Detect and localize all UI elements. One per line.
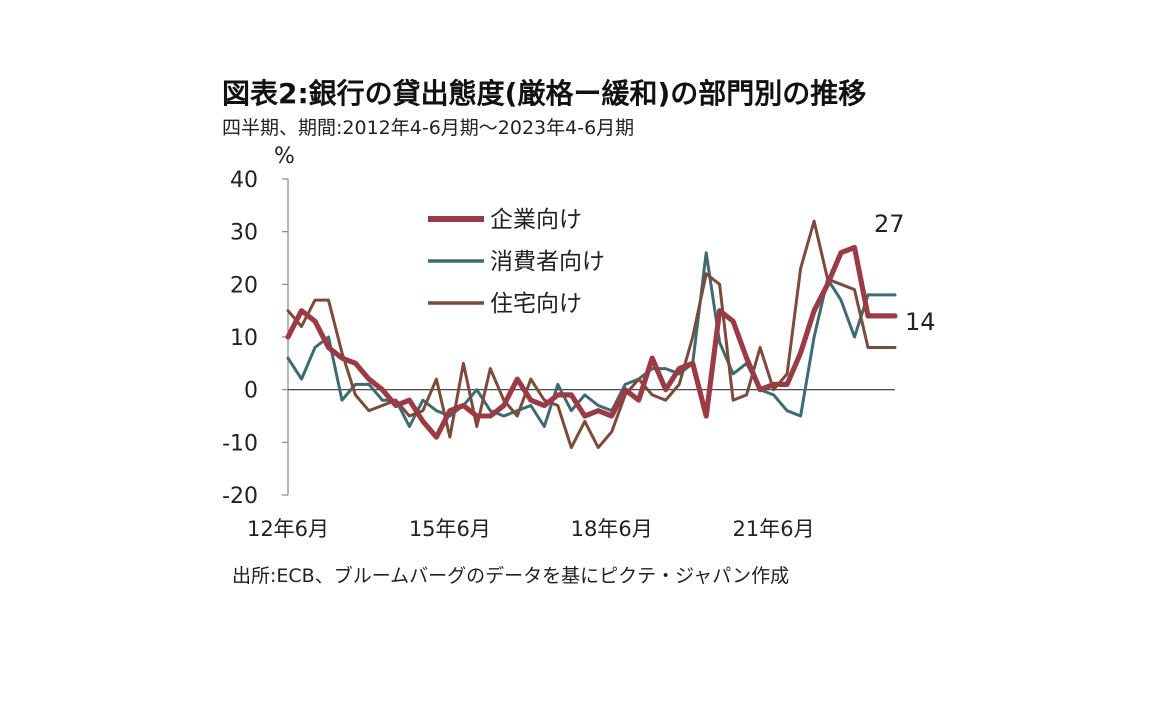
x-tick-label: 12年6月 [247, 517, 329, 541]
chart-source: 出所:ECB、ブルームバーグのデータを基にピクテ・ジャパン作成 [232, 565, 790, 587]
y-tick-label: 0 [244, 379, 258, 404]
y-unit-label: % [274, 144, 295, 169]
y-tick-label: 40 [230, 168, 258, 193]
annotation-value: 14 [905, 308, 936, 336]
legend-label-3: 住宅向け [490, 291, 582, 317]
series-lines [285, 219, 898, 450]
y-tick-label: -10 [222, 431, 258, 456]
chart-title: 図表2:銀行の貸出態度(厳格ー緩和)の部門別の推移 [222, 77, 867, 110]
x-tick-label: 15年6月 [409, 517, 491, 541]
series-line-3 [286, 219, 897, 450]
series-line-1-overlay [285, 245, 898, 440]
legend-label-2: 消費者向け [490, 249, 605, 275]
y-tick-label: 20 [230, 273, 258, 298]
legend-label-1: 企業向け [490, 207, 582, 233]
y-tick-label: -20 [222, 484, 258, 509]
x-tick-label: 21年6月 [733, 517, 815, 541]
y-tick-label: 30 [230, 221, 258, 246]
x-tick-label: 18年6月 [571, 517, 653, 541]
y-tick-label: 10 [230, 326, 258, 351]
annotation-value: 27 [874, 210, 905, 238]
annotations: 27 14 [874, 210, 936, 336]
chart-subtitle: 四半期、期間:2012年4-6月期〜2023年4-6月期 [222, 117, 635, 139]
